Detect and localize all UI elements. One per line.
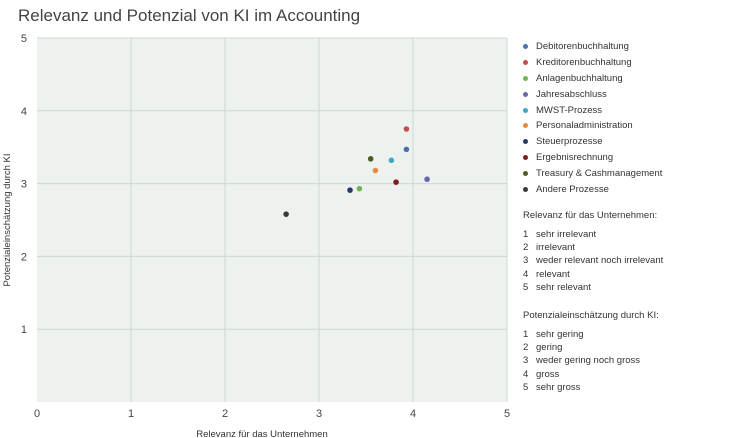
relevance-scale-label: relevant <box>536 268 570 280</box>
potential-scale-label: sehr gering <box>536 329 584 341</box>
potential-scale-number: 1 <box>523 329 529 341</box>
legend-label: Andere Prozesse <box>536 183 609 195</box>
potential-scale-item: 2 gering <box>523 341 659 354</box>
potential-scale-label: gering <box>536 342 563 354</box>
data-point <box>388 157 395 164</box>
legend-label: Ergebnisrechnung <box>536 151 614 163</box>
x-tick-label: 1 <box>128 408 134 420</box>
relevance-scale-item: 1 sehr irrelevant <box>523 228 663 241</box>
potential-scale-number: 5 <box>523 381 529 393</box>
legend-label: Personaladministration <box>536 120 633 132</box>
legend-marker-icon <box>523 44 528 50</box>
relevance-scale-item: 5 sehr relevant <box>523 281 663 294</box>
data-point <box>403 146 410 153</box>
potential-scale-label: weder gering noch gross <box>536 355 641 367</box>
data-point <box>356 185 363 192</box>
y-tick-label: 1 <box>21 324 27 336</box>
data-point <box>367 156 374 162</box>
x-tick-label: 2 <box>222 408 228 420</box>
legend-item: Kreditorenbuchhaltung <box>523 55 662 71</box>
x-tick-label: 0 <box>34 408 40 420</box>
y-tick-label: 3 <box>21 179 27 191</box>
legend-item: Anlagenbuchhaltung <box>523 71 662 87</box>
potential-scale-item: 1 sehr gering <box>523 328 659 341</box>
potential-scale-label: gross <box>536 368 560 380</box>
legend-item: Andere Prozesse <box>523 181 662 197</box>
data-point <box>283 211 289 217</box>
chart-title: Relevanz und Potenzial von KI im Account… <box>18 6 361 25</box>
legend-marker-icon <box>523 75 528 81</box>
relevance-scale-number: 2 <box>523 242 529 254</box>
legend-marker-icon <box>523 91 528 97</box>
legend-item: Treasury & Cashmanagement <box>523 165 662 181</box>
legend-item: Personaladministration <box>523 118 662 134</box>
relevance-scale-number: 5 <box>523 281 529 293</box>
relevance-scale-label: weder relevant noch irrelevant <box>536 255 664 267</box>
legend-label: Debitorenbuchhaltung <box>536 41 629 53</box>
x-tick-label: 4 <box>410 408 416 420</box>
data-point <box>424 176 430 183</box>
potential-scale-item: 5 sehr gross <box>523 381 659 394</box>
data-point <box>347 187 353 193</box>
relevance-scale-number: 4 <box>523 268 529 280</box>
potential-scale-item: 4 gross <box>523 368 659 381</box>
x-axis-label: Relevanz für das Unternehmen <box>196 429 328 438</box>
legend-label: Kreditorenbuchhaltung <box>536 57 632 69</box>
x-tick-label: 5 <box>504 408 510 420</box>
relevance-scale-item: 4 relevant <box>523 268 663 281</box>
legend-item: Jahresabschluss <box>523 86 662 102</box>
potential-scale-number: 2 <box>523 342 529 354</box>
potential-scale-number: 4 <box>523 368 529 380</box>
relevance-scale-label: irrelevant <box>536 242 576 254</box>
plot-area <box>37 38 507 402</box>
relevance-scale-label: sehr irrelevant <box>536 229 597 241</box>
y-axis-label: Potenzialeinschätzung durch KI <box>2 153 13 286</box>
relevance-scale-item: 3 weder relevant noch irrelevant <box>523 254 663 267</box>
potential-scale-item: 3 weder gering noch gross <box>523 354 659 367</box>
legend-item: MWST-Prozess <box>523 102 662 118</box>
legend-label: Jahresabschluss <box>536 88 607 100</box>
legend-label: Anlagenbuchhaltung <box>536 72 623 84</box>
legend-marker-icon <box>523 123 528 129</box>
legend-marker-icon <box>523 60 528 66</box>
potential-scale-label: sehr gross <box>536 381 581 393</box>
legend-label: Steuerprozesse <box>536 136 603 148</box>
legend-label: Treasury & Cashmanagement <box>536 167 663 179</box>
relevance-scale-title: Relevanz für das Unternehmen: <box>523 210 658 221</box>
x-tick-label: 3 <box>316 408 322 420</box>
legend-item: Ergebnisrechnung <box>523 150 662 166</box>
legend-label: MWST-Prozess <box>536 104 602 116</box>
legend-marker-icon <box>523 107 528 113</box>
y-tick-label: 2 <box>21 251 27 263</box>
data-point <box>393 179 399 185</box>
relevance-scale-number: 1 <box>523 229 529 241</box>
y-tick-label: 5 <box>21 33 27 45</box>
potential-scale: Potenzialeinschätzung durch KI: 1 sehr ge… <box>523 310 659 394</box>
relevance-scale: Relevanz für das Unternehmen: 1 sehr irre… <box>523 210 663 294</box>
y-tick-label: 4 <box>21 106 27 118</box>
legend-marker-icon <box>523 170 528 176</box>
legend-marker-icon <box>523 186 528 192</box>
legend-item: Debitorenbuchhaltung <box>523 39 662 55</box>
relevance-scale-item: 2 irrelevant <box>523 241 663 254</box>
legend-item: Steuerprozesse <box>523 134 662 150</box>
potential-scale-number: 3 <box>523 355 529 367</box>
legend: Debitorenbuchhaltung Kreditorenbuchhaltun… <box>523 39 662 197</box>
scatter-chart: 0 1 2 3 4 5 1 2 3 4 5 Relevanz für das Unternehmen P… <box>2 33 510 438</box>
data-point <box>372 167 379 174</box>
data-point <box>403 126 410 132</box>
relevance-scale-number: 3 <box>523 255 529 267</box>
potential-scale-title: Potenzialeinschätzung durch KI: <box>523 310 659 321</box>
relevance-scale-label: sehr relevant <box>536 281 591 293</box>
legend-marker-icon <box>523 154 528 160</box>
legend-marker-icon <box>523 139 528 145</box>
